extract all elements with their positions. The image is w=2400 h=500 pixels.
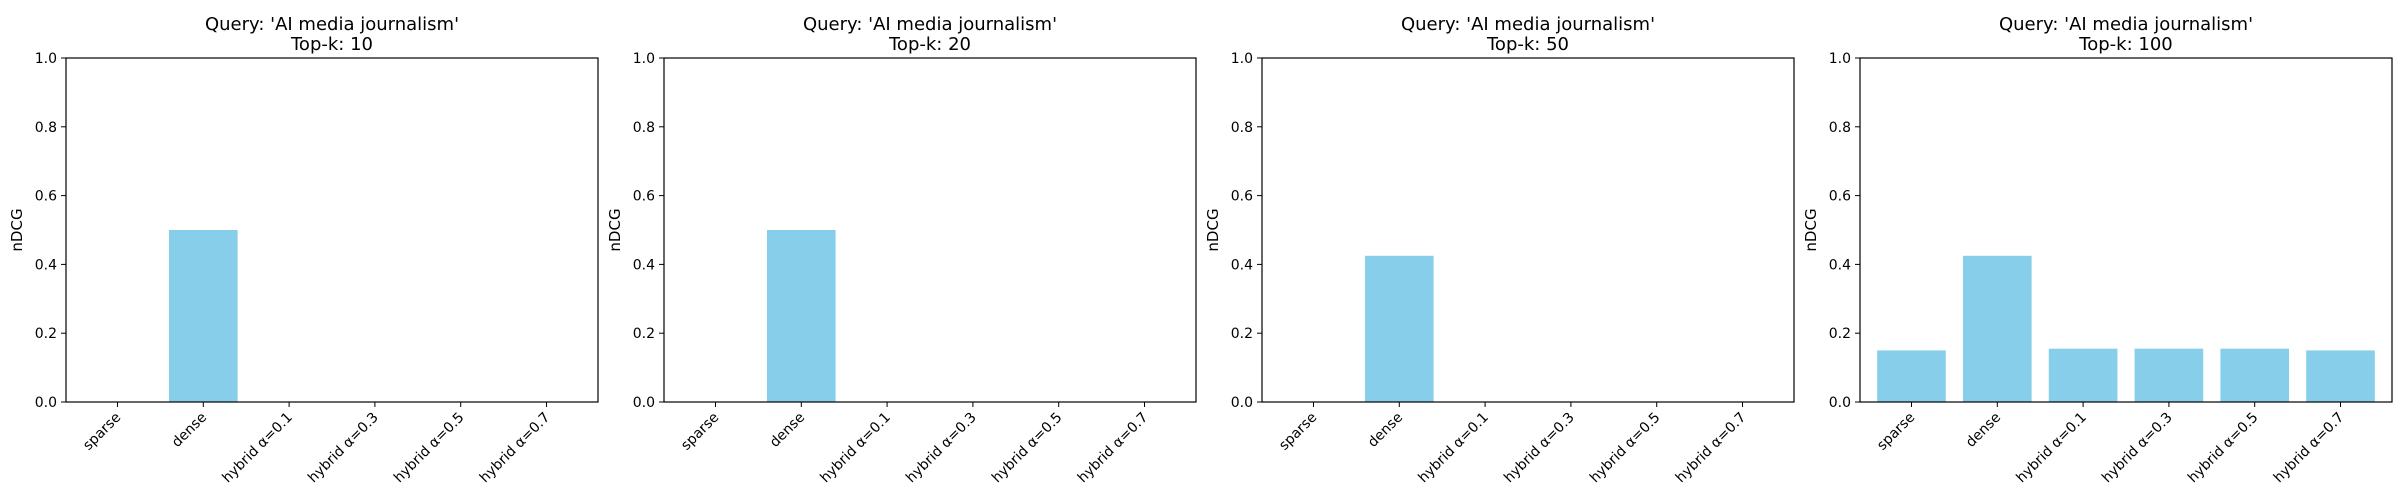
subplot-4-bar-4 (2134, 348, 2204, 402)
subplot-1-y-tick-label-2: 0.2 (35, 326, 57, 342)
subplot-4-x-tick-label-6: hybrid α=0.7 (2271, 410, 2348, 487)
subplot-1-axes-frame (65, 57, 599, 403)
subplot-3-y-tick-label-5: 0.8 (1231, 120, 1253, 136)
subplot-2-y-tick-label-2: 0.2 (633, 326, 655, 342)
subplot-2-x-tick-label-3: hybrid α=0.1 (817, 410, 894, 487)
subplot-2-y-ticks: 0.0 0.2 0.4 0.6 0.8 1.0 (633, 51, 664, 411)
subplot-4-bar-3 (2048, 348, 2118, 402)
subplot-1-y-ticks: 0.0 0.2 0.4 0.6 0.8 1.0 (35, 51, 66, 411)
subplot-4-x-tick-label-3: hybrid α=0.1 (2013, 410, 2090, 487)
subplot-1-y-tick-label-1: 0.0 (35, 395, 57, 411)
subplot-3-bar-2 (1364, 255, 1434, 402)
subplot-1-x-tick-label-5: hybrid α=0.5 (391, 410, 468, 487)
subplot-3-x-tick-label-6: hybrid α=0.7 (1673, 410, 1750, 487)
subplot-3-x-tick-label-4: hybrid α=0.3 (1501, 410, 1578, 487)
subplot-1-title-line-2: Top-k: 10 (290, 34, 373, 55)
subplot-2-axes-frame (663, 57, 1197, 403)
subplot-4-x-tick-label-5: hybrid α=0.5 (2185, 410, 2262, 487)
subplot-3-x-tick-label-5: hybrid α=0.5 (1587, 410, 1664, 487)
subplot-4-bar-2 (1962, 255, 2032, 402)
subplot-1-y-tick-label-6: 1.0 (35, 51, 57, 67)
subplot-4: Query: 'AI media journalism' Top-k: 100 … (1802, 14, 2393, 486)
subplot-3-y-ticks: 0.0 0.2 0.4 0.6 0.8 1.0 (1231, 51, 1262, 411)
subplot-4-title-line-1: Query: 'AI media journalism' (1999, 14, 2253, 35)
subplot-1-y-tick-label-5: 0.8 (35, 120, 57, 136)
subplot-3-x-tick-label-1: sparse (1276, 410, 1320, 454)
subplot-4-y-tick-label-2: 0.2 (1829, 326, 1851, 342)
subplot-4-y-tick-label-6: 1.0 (1829, 51, 1851, 67)
subplot-1-title-line-1: Query: 'AI media journalism' (205, 14, 459, 35)
subplot-3-y-tick-label-1: 0.0 (1231, 395, 1253, 411)
subplot-2-bar-2 (766, 230, 836, 402)
subplot-4-y-tick-label-3: 0.4 (1829, 257, 1851, 273)
subplot-1-x-tick-label-3: hybrid α=0.1 (219, 410, 296, 487)
subplot-4-x-ticks: sparse dense hybrid α=0.1 hybrid α=0.3 hybri… (1874, 402, 2347, 486)
subplot-3-y-tick-label-6: 1.0 (1231, 51, 1253, 67)
subplot-4-bar-6 (2306, 350, 2375, 402)
subplot-2-x-tick-label-5: hybrid α=0.5 (989, 410, 1066, 487)
subplot-3-y-axis-label: nDCG (1204, 208, 1222, 251)
subplot-1-x-tick-label-6: hybrid α=0.7 (477, 410, 554, 487)
subplot-3-x-ticks: sparse dense hybrid α=0.1 hybrid α=0.3 hybri… (1276, 402, 1749, 486)
subplot-3-y-tick-label-4: 0.6 (1231, 189, 1253, 205)
subplot-2-y-tick-label-6: 1.0 (633, 51, 655, 67)
subplot-3-axes-frame (1261, 57, 1795, 403)
subplot-4-bars (1877, 255, 2375, 402)
subplot-2-y-tick-label-1: 0.0 (633, 395, 655, 411)
subplot-2: Query: 'AI media journalism' Top-k: 20 n… (606, 14, 1197, 486)
subplot-4-x-tick-label-4: hybrid α=0.3 (2099, 410, 2176, 487)
subplot-2-y-tick-label-4: 0.6 (633, 189, 655, 205)
subplot-2-x-tick-label-4: hybrid α=0.3 (903, 410, 980, 487)
subplot-2-y-axis-label: nDCG (606, 208, 624, 251)
subplot-4-y-ticks: 0.0 0.2 0.4 0.6 0.8 1.0 (1829, 51, 1860, 411)
subplot-3-y-tick-label-3: 0.4 (1231, 257, 1253, 273)
subplot-3-title-line-1: Query: 'AI media journalism' (1401, 14, 1655, 35)
subplot-1-y-axis-label: nDCG (8, 208, 26, 251)
subplot-2-x-tick-label-1: sparse (678, 410, 722, 454)
subplot-1-bar-2 (168, 230, 238, 402)
subplot-2-y-tick-label-3: 0.4 (633, 257, 655, 273)
subplot-4-axes-frame (1859, 57, 2393, 403)
subplot-4-x-tick-label-2: dense (1963, 410, 2004, 451)
subplot-2-x-tick-label-6: hybrid α=0.7 (1075, 410, 1152, 487)
subplot-1-x-tick-label-2: dense (169, 410, 210, 451)
subplot-1-y-tick-label-4: 0.6 (35, 189, 57, 205)
subplot-3-x-tick-label-3: hybrid α=0.1 (1415, 410, 1492, 487)
subplot-4-y-tick-label-4: 0.6 (1829, 189, 1851, 205)
subplot-3-y-tick-label-2: 0.2 (1231, 326, 1253, 342)
subplot-4-x-tick-label-1: sparse (1874, 410, 1918, 454)
subplot-3: Query: 'AI media journalism' Top-k: 50 n… (1204, 14, 1795, 486)
subplot-3-title-line-2: Top-k: 50 (1486, 34, 1569, 55)
subplot-1-y-tick-label-3: 0.4 (35, 257, 57, 273)
subplot-4-y-tick-label-5: 0.8 (1829, 120, 1851, 136)
subplot-3-x-tick-label-2: dense (1365, 410, 1406, 451)
subplot-2-x-ticks: sparse dense hybrid α=0.1 hybrid α=0.3 hybri… (678, 402, 1151, 486)
subplot-2-y-tick-label-5: 0.8 (633, 120, 655, 136)
subplot-1-x-tick-label-4: hybrid α=0.3 (305, 410, 382, 487)
subplot-2-title-line-1: Query: 'AI media journalism' (803, 14, 1057, 35)
subplot-3-bars (1364, 255, 1434, 402)
subplot-1-x-tick-label-1: sparse (80, 410, 124, 454)
subplot-4-title-line-2: Top-k: 100 (2078, 34, 2172, 55)
subplot-4-y-axis-label: nDCG (1802, 208, 1820, 251)
subplot-4-y-tick-label-1: 0.0 (1829, 395, 1851, 411)
subplot-4-bar-1 (1877, 350, 1946, 402)
subplot-4-bar-5 (2220, 348, 2290, 402)
subplot-2-title-line-2: Top-k: 20 (888, 34, 971, 55)
subplot-1-x-ticks: sparse dense hybrid α=0.1 hybrid α=0.3 hybri… (80, 402, 553, 486)
subplot-1: Query: 'AI media journalism' Top-k: 10 n… (8, 14, 599, 486)
subplot-2-bars (766, 230, 836, 402)
subplot-2-x-tick-label-2: dense (767, 410, 808, 451)
subplot-1-bars (168, 230, 238, 402)
